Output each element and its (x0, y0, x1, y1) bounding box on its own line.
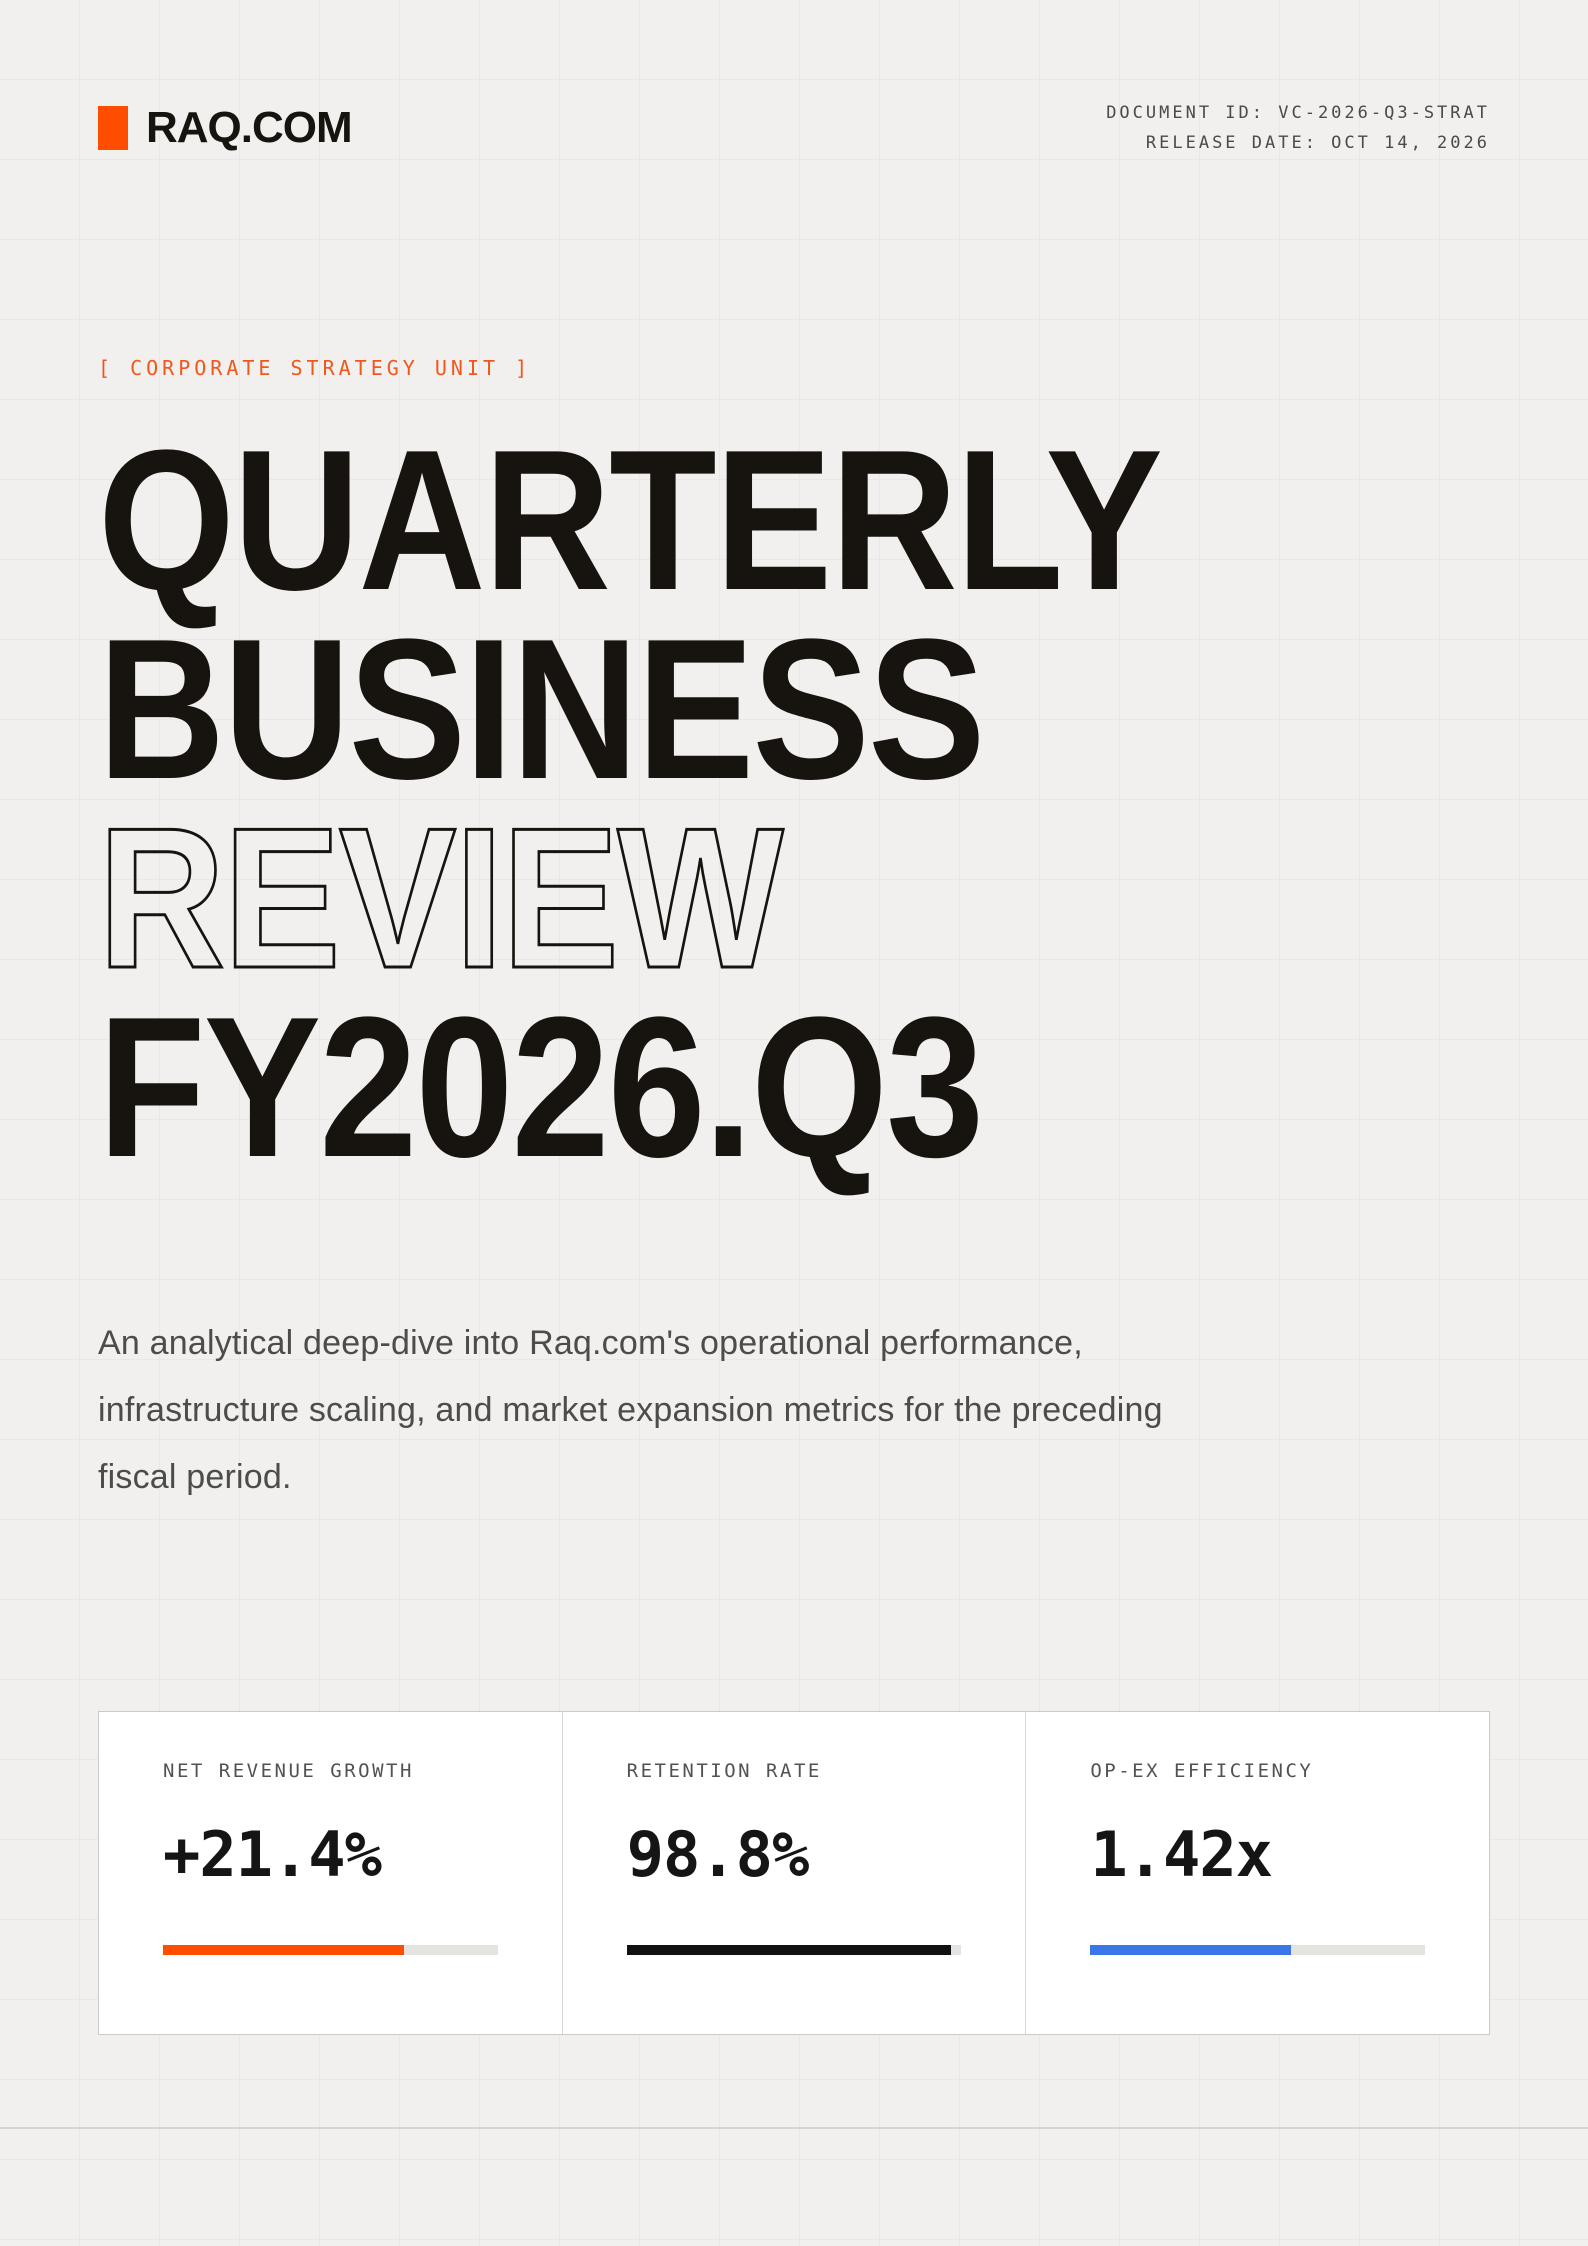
kpi-label: NET REVENUE GROWTH (163, 1760, 414, 1782)
kpi-value: +21.4% (163, 1818, 382, 1891)
brand-name: RAQ.COM (146, 103, 353, 152)
kpi-progress-fill (163, 1945, 404, 1955)
kpi-progress-track (626, 1945, 962, 1955)
kpi-value: 1.42x (1090, 1818, 1273, 1891)
report-title: QUARTERLY BUSINESS REVIEW FY2026.Q3 (97, 409, 1490, 1199)
kpi-net-revenue-growth: NET REVENUE GROWTH +21.4% (99, 1712, 562, 2034)
kpi-label: RETENTION RATE (626, 1760, 822, 1782)
kpi-label: OP-EX EFFICIENCY (1090, 1760, 1314, 1782)
report-cover-page: RAQ.COM DOCUMENT ID: VC-2026-Q3-STRAT RE… (97, 0, 1490, 2035)
document-metadata: DOCUMENT ID: VC-2026-Q3-STRAT RELEASE DA… (1106, 98, 1490, 158)
title-line-business: BUSINESS (98, 598, 985, 821)
brand-logo-icon (98, 106, 128, 150)
kpi-value: 98.8% (626, 1818, 810, 1891)
title-line-quarterly: QUARTERLY (98, 409, 1163, 632)
document-id: DOCUMENT ID: VC-2026-Q3-STRAT (1106, 103, 1490, 123)
kpi-progress-fill (626, 1945, 952, 1955)
title-line-fiscal-quarter: FY2026.Q3 (98, 976, 984, 1199)
section-kicker: [ CORPORATE STRATEGY UNIT ] (98, 356, 532, 380)
page-header: RAQ.COM DOCUMENT ID: VC-2026-Q3-STRAT RE… (98, 0, 1490, 158)
brand-lockup: RAQ.COM (98, 103, 353, 153)
kpi-summary-card: NET REVENUE GROWTH +21.4% RETENTION RATE… (98, 1711, 1490, 2035)
kpi-progress-track (1090, 1945, 1426, 1955)
kpi-progress-track (163, 1945, 498, 1955)
title-line-review-outline: REVIEW (97, 787, 785, 1010)
kpi-progress-fill (1090, 1945, 1292, 1955)
release-date: RELEASE DATE: OCT 14, 2026 (1145, 133, 1490, 153)
footer-divider-line (0, 2127, 1588, 2129)
kpi-retention-rate: RETENTION RATE 98.8% (561, 1712, 1026, 2034)
report-description: An analytical deep-dive into Raq.com's o… (98, 1324, 1163, 1496)
kpi-opex-efficiency: OP-EX EFFICIENCY 1.42x (1025, 1712, 1489, 2034)
